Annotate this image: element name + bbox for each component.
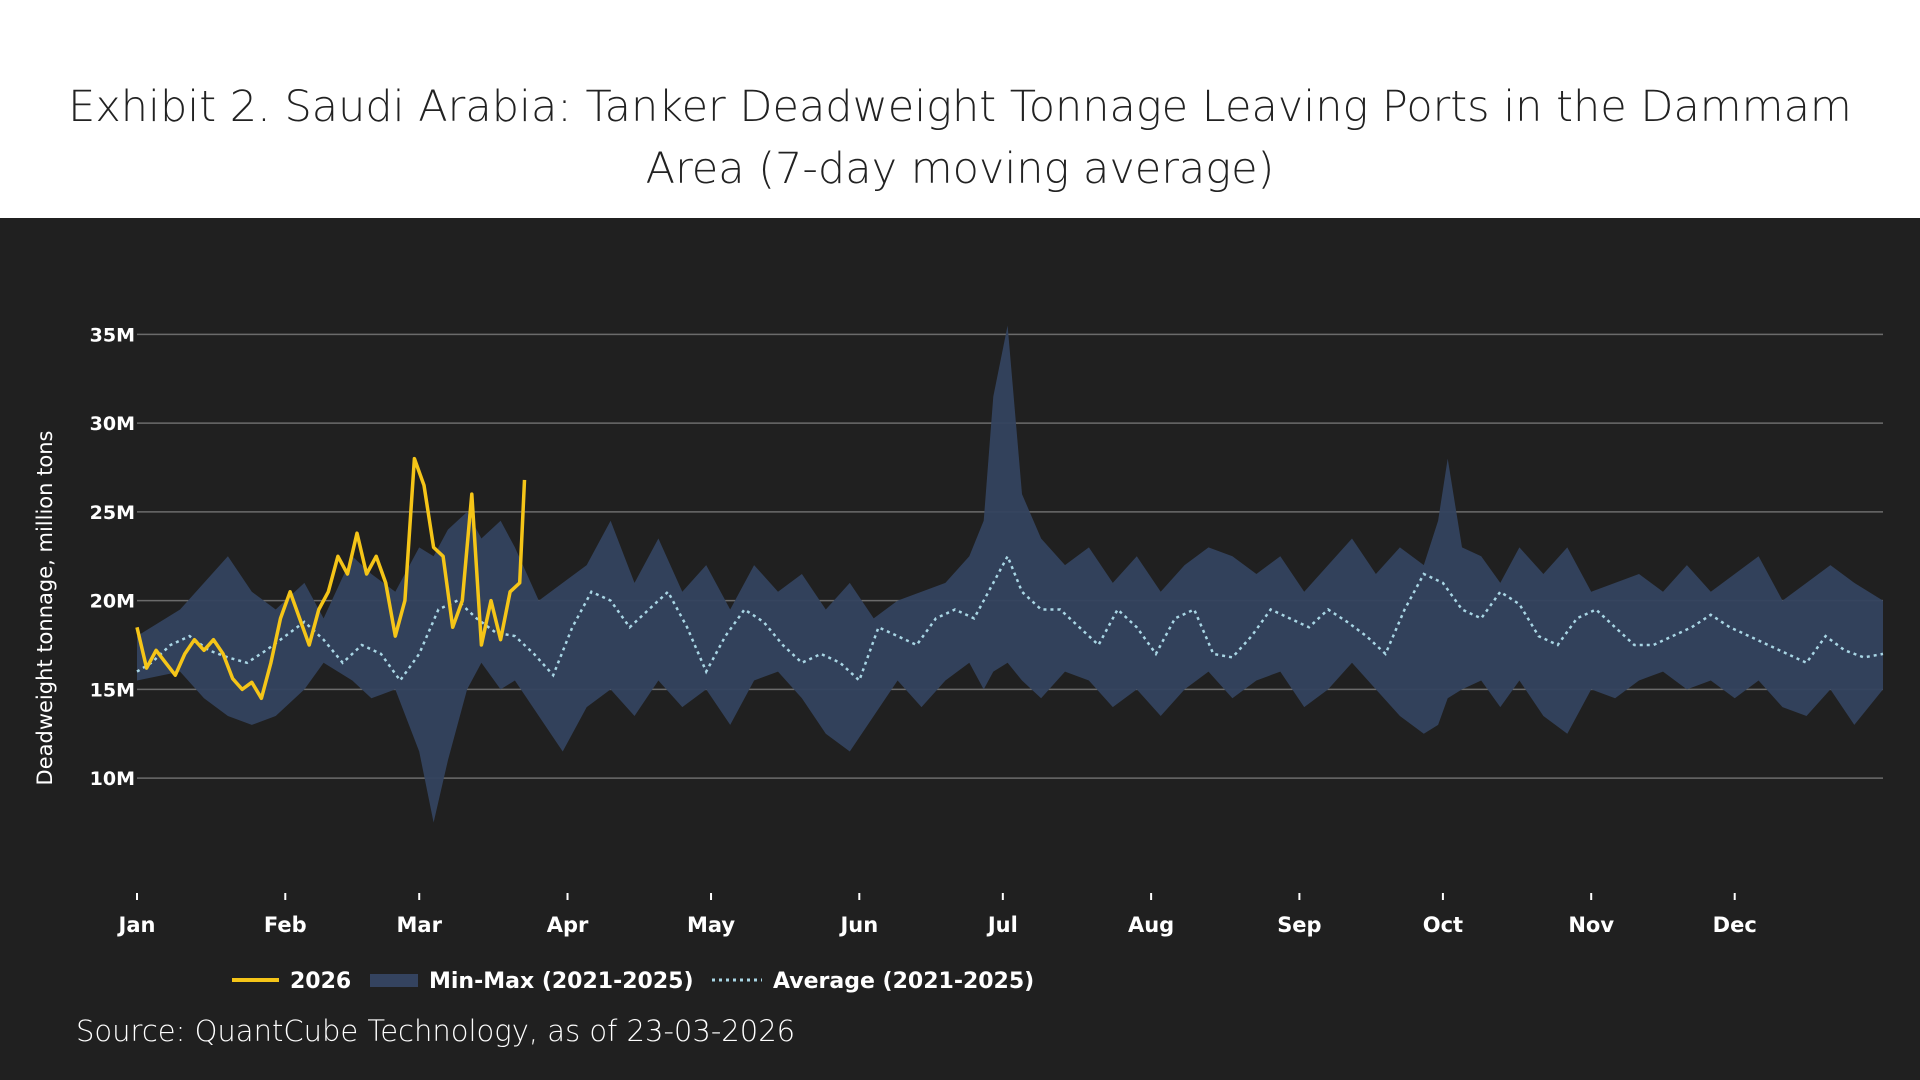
y-tick-label: 15M: [90, 679, 135, 701]
y-tick-label: 20M: [90, 591, 135, 613]
min-max-band-layer: [137, 325, 1883, 823]
title-area: Exhibit 2. Saudi Arabia: Tanker Deadweig…: [0, 0, 1920, 218]
chart-panel: 10M 15M 20M 25M 30M 35M Jan Feb Mar Apr May Jun Jul…: [0, 218, 1920, 1080]
legend-band-label: Min-Max (2021-2025): [429, 969, 694, 994]
y-tick-label: 30M: [90, 413, 135, 435]
x-tick-label: Oct: [1423, 913, 1463, 937]
chart-title: Exhibit 2. Saudi Arabia: Tanker Deadweig…: [68, 82, 1852, 194]
x-tick-label: Aug: [1128, 913, 1174, 937]
x-tick-label: Jan: [117, 913, 156, 937]
x-tick-label: Dec: [1713, 913, 1757, 937]
x-tick-label: Feb: [264, 913, 307, 937]
x-tick-label: May: [687, 913, 735, 937]
x-tick-label: Nov: [1568, 913, 1614, 937]
legend-average-label: Average (2021-2025): [773, 969, 1034, 994]
x-tick-label: Mar: [397, 913, 443, 937]
x-tick-label: Apr: [547, 913, 589, 937]
y-tick-label: 25M: [90, 502, 135, 524]
legend-2026-label: 2026: [290, 969, 351, 994]
x-axis-ticks: Jan Feb Mar Apr May Jun Jul Aug Sep Oct Nov Dec: [117, 893, 1757, 937]
legend-band-swatch: [370, 974, 418, 987]
legend: 2026 Min-Max (2021-2025) Average (2021-2…: [232, 969, 1034, 994]
x-tick-label: Jul: [986, 913, 1018, 937]
source-note: Source: QuantCube Technology, as of 23-0…: [76, 1014, 796, 1048]
y-tick-label: 10M: [90, 768, 135, 790]
chart-svg: 10M 15M 20M 25M 30M 35M Jan Feb Mar Apr May Jun Jul…: [33, 324, 1884, 994]
y-tick-label: 35M: [90, 324, 135, 346]
y-axis-label: Deadweight tonnage, million tons: [33, 431, 57, 786]
y-tick-labels: 10M 15M 20M 25M 30M 35M: [90, 324, 135, 790]
series-2026-layer: [135, 456, 527, 701]
x-tick-label: Jun: [838, 913, 878, 937]
min-max-band: [137, 325, 1883, 823]
x-tick-label: Sep: [1277, 913, 1321, 937]
series-2026-line: [135, 456, 527, 701]
